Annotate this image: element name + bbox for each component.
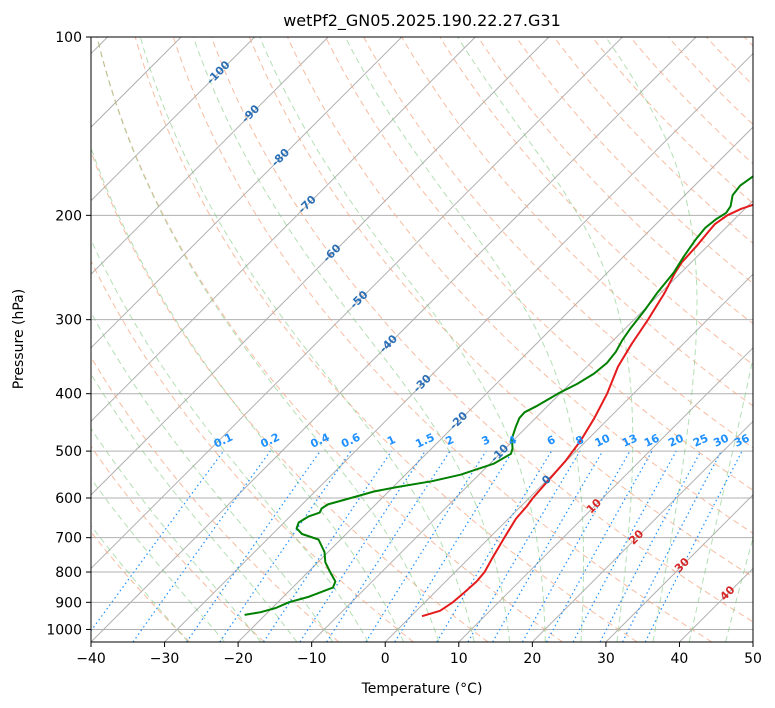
dry-adiabat	[96, 37, 563, 642]
isotherm	[237, 126, 753, 642]
isotherm	[91, 37, 476, 423]
moist-adiabat	[91, 477, 225, 642]
moist-adiabat	[688, 355, 753, 642]
x-tick-label: −20	[223, 651, 253, 667]
moist-adiabat	[725, 536, 753, 642]
mixing-ratio-line	[326, 450, 451, 642]
isotherm	[91, 37, 697, 642]
x-tick-label: 40	[671, 651, 689, 667]
x-tick-label: 10	[450, 651, 468, 667]
mixing-ratio-line	[365, 450, 487, 642]
dry-adiabat	[210, 37, 753, 623]
x-tick-label: 50	[744, 651, 762, 667]
y-tick-label: 900	[55, 595, 82, 611]
isotherm	[384, 273, 753, 642]
y-axis-ticks: 100 200 300 400 500 600 700 800 900 1000	[46, 30, 91, 638]
isotherm	[91, 37, 403, 349]
dry-adiabat	[134, 37, 638, 642]
y-tick-label: 100	[55, 30, 82, 46]
dewpoint-profile-line	[244, 175, 753, 616]
plot-frame	[90, 36, 754, 643]
y-tick-label: 200	[55, 208, 82, 224]
y-tick-label: 600	[55, 491, 82, 507]
mixing-ratio-label: 36	[732, 431, 752, 449]
isotherm	[91, 37, 256, 202]
x-tick-label: −30	[150, 651, 180, 667]
dry-adiabat	[287, 37, 753, 534]
mixing-ratio-line	[299, 450, 426, 642]
moist-adiabat	[259, 37, 546, 642]
moist-adiabat	[139, 37, 475, 642]
temperature-profile-line	[421, 203, 753, 618]
mixing-ratio-line	[394, 450, 514, 642]
y-tick-label: 400	[55, 387, 82, 403]
isotherm	[91, 37, 329, 275]
dry-adiabat	[172, 37, 713, 642]
mixing-ratio-line	[186, 450, 321, 642]
mixing-ratio-lines	[91, 450, 743, 642]
dry-adiabat	[91, 445, 265, 642]
sounding-profiles	[244, 175, 753, 618]
mixing-ratio-label: 10	[593, 431, 613, 449]
y-tick-label: 700	[55, 531, 82, 547]
x-tick-label: −40	[76, 651, 106, 667]
y-tick-label: 800	[55, 565, 82, 581]
y-axis-label: Pressure (hPa)	[11, 289, 27, 389]
moist-adiabat	[91, 146, 405, 642]
isotherm	[91, 37, 550, 496]
x-axis-label: Temperature (°C)	[361, 681, 483, 697]
y-tick-label: 500	[55, 444, 82, 460]
x-tick-label: 20	[523, 651, 541, 667]
x-tick-label: −10	[297, 651, 327, 667]
isotherm	[458, 347, 753, 642]
moist-adiabat	[605, 37, 698, 642]
y-tick-label: 300	[55, 313, 82, 329]
dry-adiabat	[325, 37, 753, 491]
dry-adiabat	[515, 37, 753, 284]
mixing-ratio-label: 25	[691, 432, 710, 450]
moist-adiabat	[96, 37, 440, 642]
mixing-ratio-line	[436, 450, 553, 642]
pressure-gridlines	[91, 37, 753, 630]
mixing-ratio-line	[262, 450, 392, 642]
mixing-ratio-line	[467, 450, 581, 642]
mixing-ratio-line	[599, 450, 702, 642]
mixing-ratio-label: 13	[620, 432, 639, 450]
moist-adiabat	[91, 311, 334, 642]
mixing-ratio-label: 20	[666, 431, 686, 449]
isotherm	[605, 494, 753, 642]
x-tick-label: 30	[597, 651, 615, 667]
moist-adiabat	[91, 373, 298, 642]
skewed-isotherms	[91, 37, 753, 642]
mixing-ratio-label: 30	[711, 431, 731, 449]
y-tick-label: 1000	[46, 622, 82, 638]
mixing-ratio-line	[572, 450, 677, 642]
mixing-ratio-line	[132, 450, 271, 642]
moist-adiabat	[91, 524, 189, 642]
moist-adiabats	[91, 37, 753, 642]
dry-adiabat	[91, 259, 414, 642]
moist-adiabat	[91, 238, 369, 642]
mixing-ratio-label: 16	[642, 431, 662, 449]
x-tick-label: 0	[381, 651, 390, 667]
dry-adiabat	[248, 37, 753, 578]
isotherm	[164, 52, 753, 642]
plot-area: 0.1 0.2 0.4 0.6 1 1.5 2 3 4 6 8 10 13 16 20 25 30 36-100-…	[91, 37, 753, 642]
isotherm	[531, 420, 753, 642]
mixing-ratio-line	[219, 450, 352, 642]
chart-title: wetPf2_GN05.2025.190.22.27.G31	[283, 11, 561, 31]
isotherm	[91, 37, 623, 570]
x-axis-ticks: −40 −30 −20 −10 0 10 20 30 40 50	[76, 642, 762, 667]
moist-adiabat	[192, 37, 511, 642]
moist-adiabat	[91, 427, 262, 642]
moist-adiabat	[344, 37, 584, 642]
